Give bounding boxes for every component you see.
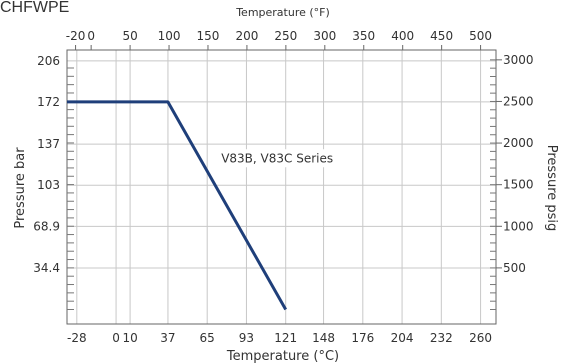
x-tick-label-fahrenheit: 500 xyxy=(469,29,492,43)
plot-frame xyxy=(66,49,497,325)
y-tick-label-psig: 1500 xyxy=(503,178,534,192)
x-tick-label-fahrenheit: 400 xyxy=(391,29,414,43)
x-tick-label-fahrenheit: 250 xyxy=(274,29,297,43)
right-axis-title: Pressure psig xyxy=(544,145,559,232)
bottom-axis-title: Temperature (°C) xyxy=(226,349,339,363)
series-annotation-label: V83B, V83C Series xyxy=(221,151,333,165)
annotation-layer: V83B, V83C Series xyxy=(217,149,348,168)
y-tick-label-psig: 1000 xyxy=(503,219,534,233)
y-tick-label-bar: 103 xyxy=(37,178,60,192)
y-tick-label-bar: 68.9 xyxy=(33,219,60,233)
x-tick-label-celsius: 204 xyxy=(391,331,414,345)
x-tick-label-fahrenheit: 300 xyxy=(313,29,336,43)
x-tick-label-fahrenheit: 150 xyxy=(197,29,220,43)
x-tick-label-fahrenheit: 200 xyxy=(235,29,258,43)
x-tick-label-celsius: 260 xyxy=(469,331,492,345)
y-tick-label-bar: 137 xyxy=(37,137,60,151)
y-tick-label-psig: 2000 xyxy=(503,136,534,150)
x-tick-label-celsius: 121 xyxy=(274,331,297,345)
tick-layer xyxy=(67,45,502,311)
x-tick-label-celsius: 148 xyxy=(312,331,335,345)
header-text: CHFWPE xyxy=(0,0,69,16)
x-tick-label-celsius: 65 xyxy=(200,331,215,345)
grid-layer xyxy=(67,50,496,324)
y-tick-label-psig: 3000 xyxy=(503,53,534,67)
x-tick-label-celsius: 0 xyxy=(112,331,120,345)
x-tick-label-fahrenheit: 100 xyxy=(158,29,181,43)
series-line xyxy=(67,100,288,311)
x-tick-label-celsius: 37 xyxy=(160,331,175,345)
y-tick-label-bar: 172 xyxy=(37,95,60,109)
x-tick-label-celsius: 176 xyxy=(351,331,374,345)
x-tick-label-fahrenheit: 350 xyxy=(352,29,375,43)
y-tick-label-psig: 2500 xyxy=(503,94,534,108)
x-tick-label-celsius: 232 xyxy=(430,331,453,345)
x-tick-label-celsius: -28 xyxy=(67,331,87,345)
x-tick-label-fahrenheit: 0 xyxy=(87,29,95,43)
tick-label-layer: -28 0 10 37 65 93 121 148 176 204 232 260-20 0 50 100 1… xyxy=(33,29,533,345)
x-tick-label-celsius: 93 xyxy=(239,331,254,345)
x-tick-label-fahrenheit: -20 xyxy=(66,29,86,43)
y-tick-label-psig: 500 xyxy=(503,261,526,275)
y-tick-label-bar: 206 xyxy=(37,54,60,68)
x-tick-label-fahrenheit: 50 xyxy=(122,29,137,43)
y-tick-label-bar: 34.4 xyxy=(33,261,60,275)
x-tick-label-celsius: 10 xyxy=(122,331,137,345)
left-axis-title: Pressure bar xyxy=(13,147,28,229)
x-tick-label-fahrenheit: 450 xyxy=(430,29,453,43)
series-layer xyxy=(66,100,288,311)
annotation-background xyxy=(217,149,348,168)
top-axis-title: Temperature (°F) xyxy=(235,6,330,19)
